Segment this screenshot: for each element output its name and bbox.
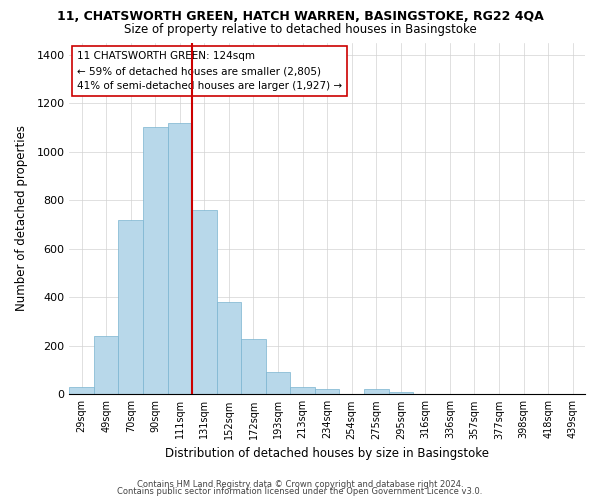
Bar [364,390,389,394]
Bar [94,336,118,394]
Text: Size of property relative to detached houses in Basingstoke: Size of property relative to detached ho… [124,22,476,36]
Bar [290,387,315,394]
Bar [70,387,94,394]
Bar [192,210,217,394]
Bar [118,220,143,394]
Text: Contains public sector information licensed under the Open Government Licence v3: Contains public sector information licen… [118,487,482,496]
Bar [315,390,340,394]
Y-axis label: Number of detached properties: Number of detached properties [15,126,28,312]
X-axis label: Distribution of detached houses by size in Basingstoke: Distribution of detached houses by size … [165,447,489,460]
Text: 11 CHATSWORTH GREEN: 124sqm
← 59% of detached houses are smaller (2,805)
41% of : 11 CHATSWORTH GREEN: 124sqm ← 59% of det… [77,52,342,91]
Bar [241,338,266,394]
Bar [389,392,413,394]
Bar [266,372,290,394]
Bar [217,302,241,394]
Bar [143,128,167,394]
Text: Contains HM Land Registry data © Crown copyright and database right 2024.: Contains HM Land Registry data © Crown c… [137,480,463,489]
Text: 11, CHATSWORTH GREEN, HATCH WARREN, BASINGSTOKE, RG22 4QA: 11, CHATSWORTH GREEN, HATCH WARREN, BASI… [56,10,544,23]
Bar [167,122,192,394]
